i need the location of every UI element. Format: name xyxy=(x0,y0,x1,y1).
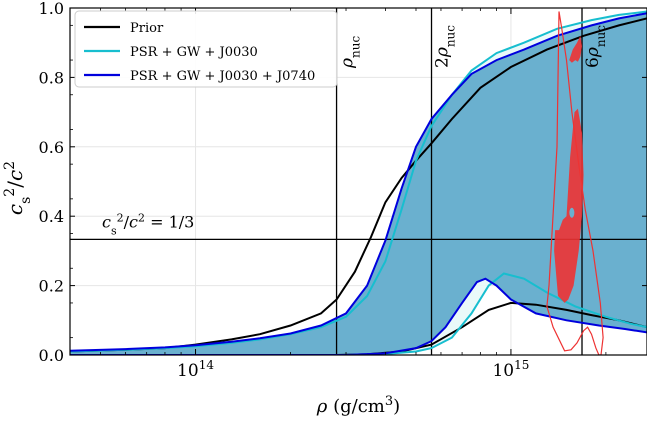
x-axis-label: ρ (g/cm3) xyxy=(316,394,400,418)
legend: Prior PSR + GW + J0030 PSR + GW + J0030 + … xyxy=(74,10,338,88)
series-line-upper-1 xyxy=(70,10,647,353)
red-blob-hole xyxy=(569,207,575,218)
ytick-label: 0.2 xyxy=(39,277,64,296)
legend-label-j0740: PSR + GW + J0030 + J0740 xyxy=(130,69,315,84)
series-line-upper-2 xyxy=(70,12,647,352)
red-overlays xyxy=(546,11,604,355)
ytick-label: 0.8 xyxy=(39,68,64,87)
y-axis-label: cs2/c2 xyxy=(2,161,34,215)
xtick-label: 1014 xyxy=(177,358,214,381)
series-line-lower-2 xyxy=(70,277,647,355)
band-fill-j0740 xyxy=(70,13,647,355)
ytick-label: 0.4 xyxy=(39,207,64,226)
ref-label-x-0: ρnuc xyxy=(338,36,363,69)
legend-label-j0030: PSR + GW + J0030 xyxy=(130,45,258,60)
xtick-label: 1015 xyxy=(492,358,529,381)
series-lines xyxy=(70,10,647,355)
ref-label-x-1: 2ρnuc xyxy=(433,25,458,68)
series-line-upper-0 xyxy=(70,17,647,353)
ref-label-x-2: 6ρnuc xyxy=(583,25,608,68)
ref-label-y: cs2/c2 = 1/3 xyxy=(102,211,194,237)
legend-box xyxy=(74,10,338,88)
band-fills xyxy=(70,11,647,355)
red-blob-upper xyxy=(569,35,582,63)
red-blob-main xyxy=(554,108,584,303)
series-line-lower-1 xyxy=(70,272,647,355)
ytick-label: 1.0 xyxy=(39,0,64,18)
ytick-label: 0.6 xyxy=(39,138,64,157)
ytick-label: 0.0 xyxy=(39,346,64,365)
axes-frame xyxy=(69,7,647,356)
legend-label-prior: Prior xyxy=(130,21,164,36)
